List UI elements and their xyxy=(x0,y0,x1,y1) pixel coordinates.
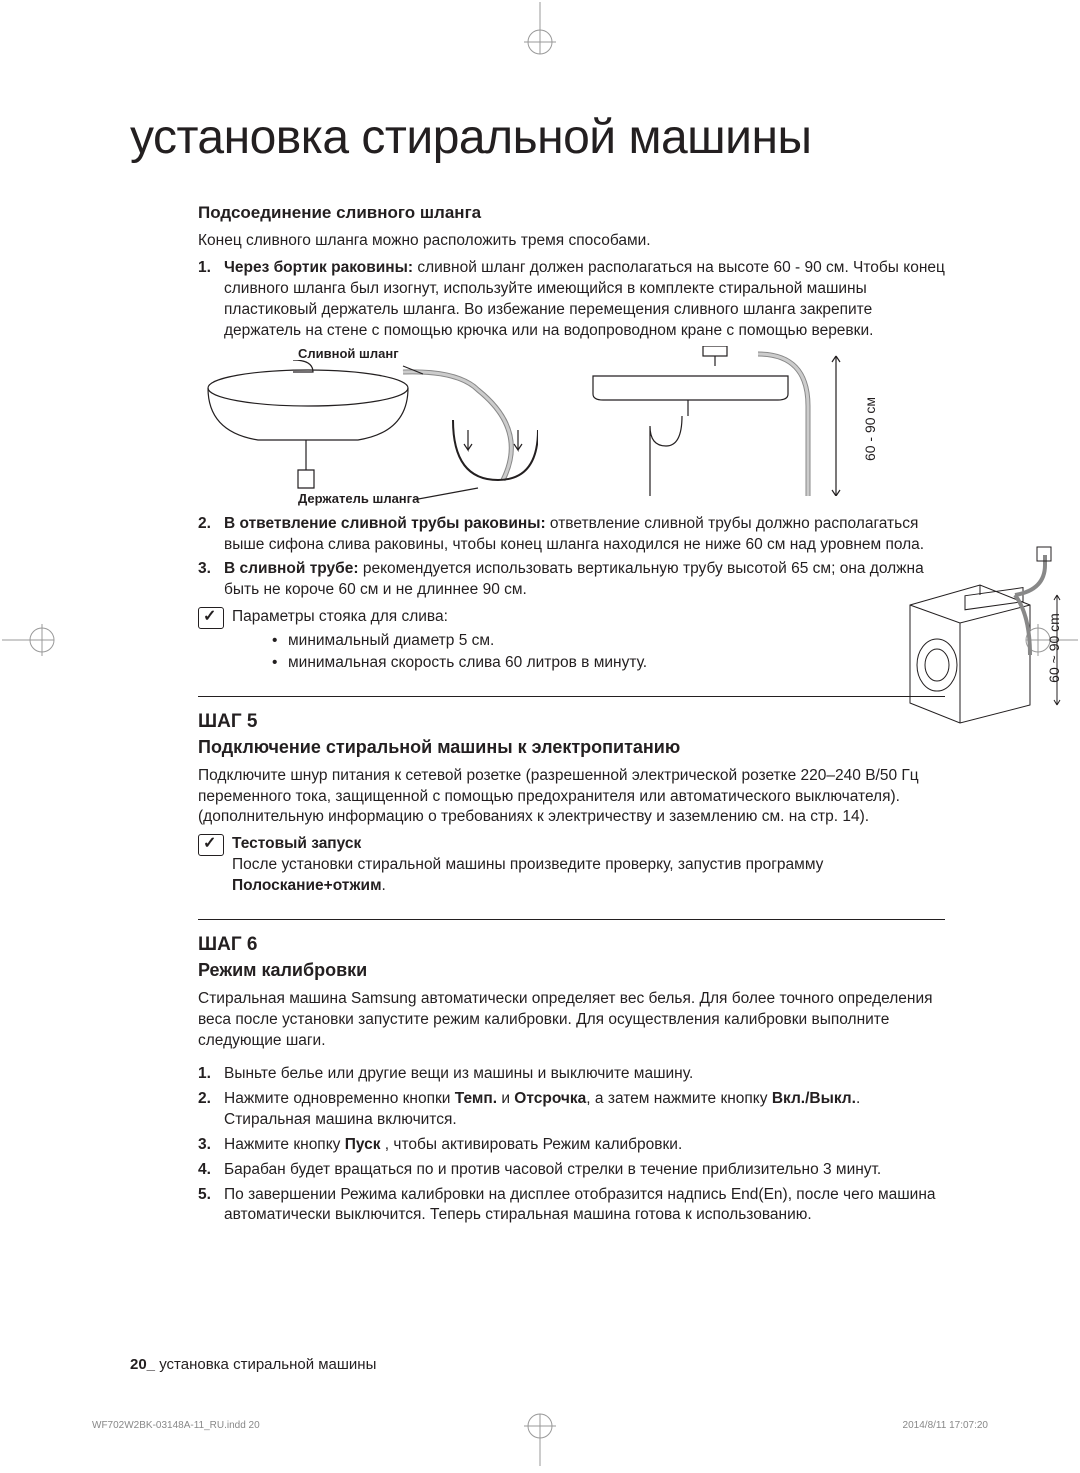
step6-item: 2.Нажмите одновременно кнопки Темп. и От… xyxy=(198,1089,945,1131)
height-label-1: 60 - 90 см xyxy=(862,397,878,461)
bullet-1: минимальный диаметр 5 см. xyxy=(272,630,647,652)
crop-mark-left xyxy=(2,620,58,665)
test-run-text: После установки стиральной машины произв… xyxy=(232,855,945,897)
drain-list: 1. Через бортик раковины: сливной шланг … xyxy=(198,258,945,342)
step6-item: 1.Выньте белье или другие вещи из машины… xyxy=(198,1064,945,1085)
step6-label: ШАГ 6 xyxy=(198,934,945,956)
note-bullets: минимальный диаметр 5 см. минимальная ск… xyxy=(272,630,647,673)
divider-2 xyxy=(198,919,945,920)
step5-label: ШАГ 5 xyxy=(198,711,945,733)
washer-diagram: 60 ~ 90 cm xyxy=(885,545,1065,725)
divider-1 xyxy=(198,696,945,697)
page-footer: 20_ установка стиральной машины xyxy=(130,1356,376,1373)
step5-para: Подключите шнур питания к сетевой розетк… xyxy=(198,766,945,829)
drain-note: Параметры стояка для слива: минимальный … xyxy=(198,607,945,673)
page-title: установка стиральной машины xyxy=(130,110,945,165)
step6-para: Стиральная машина Samsung автоматически … xyxy=(198,989,945,1052)
crop-mark-bottom xyxy=(520,1410,560,1471)
holder-label: Держатель шланга xyxy=(298,491,419,506)
drain-list-2: 2. В ответвление сливной трубы раковины:… xyxy=(198,514,945,602)
step6-item: 5.По завершении Режима калибровки на дис… xyxy=(198,1185,945,1227)
note-icon xyxy=(198,607,224,629)
sink-diagram-1 xyxy=(198,360,538,500)
hose-label: Сливной шланг xyxy=(298,346,399,361)
step6-heading: Режим калибровки xyxy=(198,960,945,981)
crop-mark-top xyxy=(520,2,560,63)
step6-item: 3.Нажмите кнопку Пуск , чтобы активирова… xyxy=(198,1135,945,1156)
step6-item: 4.Барабан будет вращаться по и против ча… xyxy=(198,1160,945,1181)
drain-intro: Конец сливного шланга можно расположить … xyxy=(198,231,945,252)
step5-note: Тестовый запуск После установки стиральн… xyxy=(198,834,945,897)
drain-item-1: 1. Через бортик раковины: сливной шланг … xyxy=(198,258,945,342)
page-content: установка стиральной машины Подсоединени… xyxy=(130,110,945,1230)
bullet-2: минимальная скорость слива 60 литров в м… xyxy=(272,652,647,674)
print-date: 2014/8/11 17:07:20 xyxy=(903,1420,988,1431)
drain-item-3: 3. В сливной трубе: рекомендуется исполь… xyxy=(198,559,945,601)
note-icon xyxy=(198,834,224,856)
test-run-label: Тестовый запуск xyxy=(232,834,945,855)
note-intro: Параметры стояка для слива: xyxy=(232,607,647,628)
print-file: WF702W2BK-03148A-11_RU.indd 20 xyxy=(92,1420,260,1431)
drain-item-2: 2. В ответвление сливной трубы раковины:… xyxy=(198,514,945,556)
height-label-2: 60 ~ 90 cm xyxy=(1046,613,1062,683)
sink-diagram-row: Сливной шланг xyxy=(198,346,945,506)
drain-heading: Подсоединение сливного шланга xyxy=(198,203,945,223)
sink-diagram-2 xyxy=(588,346,848,496)
step6-list: 1.Выньте белье или другие вещи из машины… xyxy=(198,1064,945,1226)
step5-heading: Подключение стиральной машины к электроп… xyxy=(198,737,945,758)
